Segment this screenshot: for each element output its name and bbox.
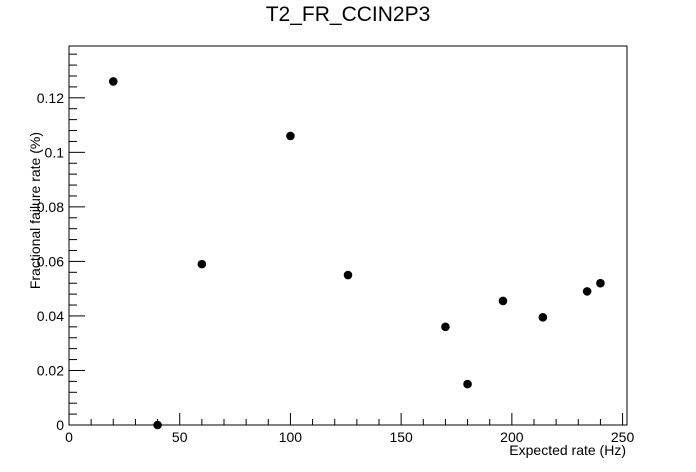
chart-title: T2_FR_CCIN2P3 (265, 3, 431, 26)
y-tick-label: 0.06 (37, 253, 64, 269)
y-tick-label: 0 (56, 417, 64, 433)
x-tick-label: 50 (172, 429, 188, 445)
y-tick-label: 0.1 (45, 144, 65, 160)
x-tick-label: 200 (500, 429, 524, 445)
data-point (197, 259, 207, 269)
x-tick-label: 100 (279, 429, 303, 445)
y-tick-label: 0.04 (37, 308, 64, 324)
plot-frame (68, 45, 628, 426)
x-axis-label: Expected rate (Hz) (509, 442, 626, 458)
x-tick-label: 0 (65, 429, 73, 445)
data-point (343, 270, 353, 280)
y-axis-label: Fractional failure rate (%) (27, 132, 43, 290)
data-point (596, 278, 605, 288)
data-point (441, 322, 450, 332)
y-tick-label: 0.08 (37, 199, 64, 215)
data-point (498, 296, 508, 306)
x-tick-label: 250 (611, 429, 635, 445)
data-point (538, 312, 548, 322)
data-point (582, 287, 592, 296)
data-point (463, 379, 472, 389)
y-tick-label: 0.12 (37, 90, 64, 106)
data-point (108, 77, 118, 86)
data-point (153, 420, 162, 430)
data-point (286, 131, 295, 141)
y-tick-label: 0.02 (37, 362, 64, 378)
x-tick-label: 150 (389, 429, 413, 445)
